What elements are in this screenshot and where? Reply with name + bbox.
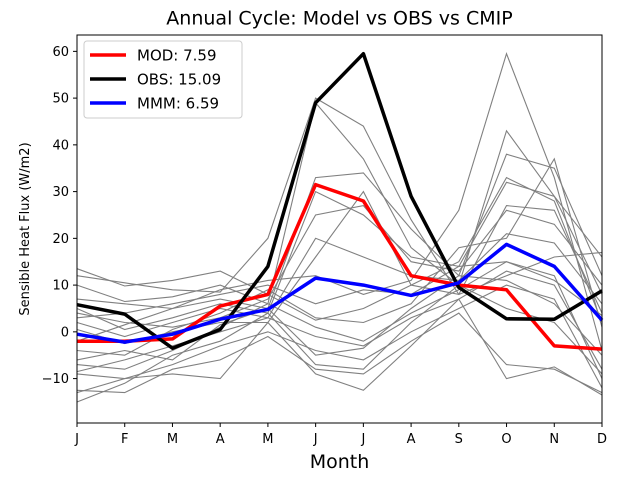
cmip-model-line-16 <box>76 284 603 403</box>
cmip-model-line-3 <box>76 101 603 305</box>
cmip-model-lines <box>76 52 603 403</box>
series-line-2 <box>76 51 603 350</box>
y-tick-label: 20 <box>52 232 69 247</box>
cmip-model-line-8 <box>76 190 603 345</box>
y-axis-label: Sensible Heat Flux (W/m2) <box>18 142 33 315</box>
x-tick-label: M <box>262 432 273 447</box>
y-axis: −10 0 10 20 30 40 50 60 <box>42 45 77 387</box>
cmip-model-line-14 <box>76 312 603 394</box>
x-tick-label: A <box>407 432 416 447</box>
x-tick-label: N <box>549 432 559 447</box>
y-tick-label: 50 <box>52 92 69 107</box>
cmip-model-line-12 <box>76 270 603 373</box>
cmip-model-line-9 <box>76 52 603 351</box>
y-tick-label: −10 <box>42 372 69 387</box>
y-tick-label: 10 <box>52 279 69 294</box>
legend-label-1: MOD: 7.59 <box>137 47 217 65</box>
x-tick-label: M <box>167 432 178 447</box>
series-line-1 <box>77 182 603 351</box>
x-tick-label: J <box>360 432 365 447</box>
legend: MOD: 7.59 OBS: 15.09 MMM: 6.59 <box>83 40 243 119</box>
cmip-model-line-18 <box>76 261 603 319</box>
chart-title: Annual Cycle: Model vs OBS vs CMIP <box>166 8 512 30</box>
series-lines <box>76 51 604 351</box>
x-tick-label: S <box>455 432 463 447</box>
cmip-model-line-1 <box>76 176 603 323</box>
plot-area-frame <box>76 34 603 424</box>
cmip-model-line-5 <box>76 181 603 331</box>
y-tick-label: 60 <box>52 45 69 60</box>
cmip-model-line-2 <box>76 97 603 296</box>
legend-label-3: MMM: 6.59 <box>137 95 219 113</box>
series-line-3 <box>76 242 604 344</box>
x-tick-label: A <box>216 432 225 447</box>
legend-box <box>83 40 243 119</box>
cmip-model-line-17 <box>76 275 603 361</box>
y-tick-label: 40 <box>52 138 69 153</box>
x-axis-label: Month <box>310 451 370 473</box>
cmip-model-line-11 <box>76 261 603 379</box>
x-tick-label: J <box>74 432 79 447</box>
x-tick-label: O <box>501 432 511 447</box>
x-tick-label: J <box>313 432 318 447</box>
cmip-model-line-15 <box>76 298 603 396</box>
cmip-model-line-13 <box>76 284 603 389</box>
cmip-model-line-7 <box>76 233 603 338</box>
y-tick-label: 0 <box>61 325 69 340</box>
cmip-model-line-4 <box>76 153 603 310</box>
x-tick-label: D <box>597 432 607 447</box>
legend-label-2: OBS: 15.09 <box>137 71 221 89</box>
y-tick-label: 30 <box>52 185 69 200</box>
cmip-model-line-6 <box>76 204 603 328</box>
x-tick-label: F <box>121 432 128 447</box>
